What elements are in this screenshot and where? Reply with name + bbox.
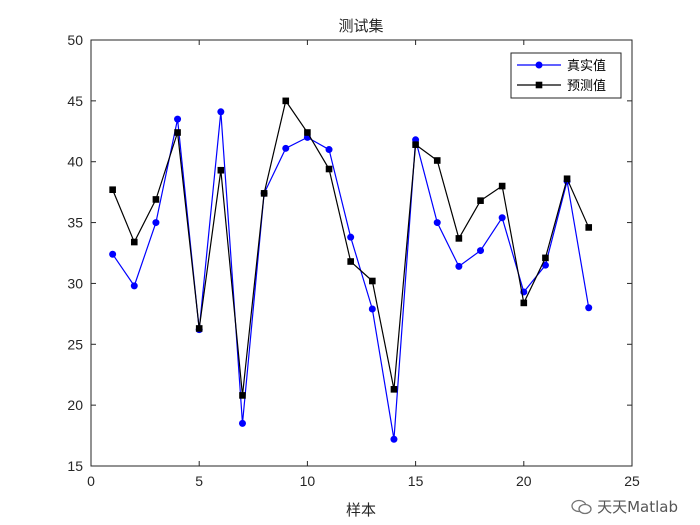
data-point	[217, 166, 225, 174]
x-tick-label: 15	[408, 473, 424, 489]
data-point	[282, 97, 290, 105]
data-point	[239, 392, 246, 399]
data-point	[217, 108, 225, 116]
data-point	[260, 190, 268, 197]
data-point	[455, 235, 463, 242]
data-point	[585, 304, 593, 312]
data-point	[109, 250, 117, 258]
data-point	[369, 277, 376, 285]
axes-box	[90, 39, 633, 467]
x-tick-label: 25	[624, 473, 640, 489]
data-point	[563, 175, 571, 183]
data-point	[347, 258, 354, 265]
x-axis-label: 样本	[346, 501, 376, 519]
data-point	[368, 305, 376, 313]
series-2	[109, 97, 593, 399]
data-point	[130, 282, 138, 290]
x-tick-label: 10	[300, 473, 316, 489]
data-point	[347, 233, 355, 241]
data-point	[433, 157, 441, 164]
legend-marker	[535, 61, 543, 69]
data-point	[325, 146, 333, 154]
y-tick-label: 35	[67, 215, 83, 231]
data-point	[152, 196, 160, 203]
data-point	[477, 247, 485, 255]
data-point	[585, 224, 593, 231]
axes: 0 5 10 15 20 25 15 20 25 30 35 40 45 50	[67, 32, 640, 489]
data-point	[498, 182, 506, 190]
x-tick-label: 20	[516, 473, 532, 489]
data-point	[304, 129, 311, 136]
y-tick-label: 20	[67, 397, 83, 413]
watermark-text: 天天Matlab	[597, 498, 678, 516]
y-tick-label: 25	[67, 336, 83, 352]
data-point	[390, 435, 398, 443]
legend-marker	[535, 81, 543, 89]
x-tick-label: 0	[87, 473, 95, 489]
wechat-icon	[571, 499, 593, 515]
watermark: 天天Matlab	[571, 496, 678, 517]
y-tick-label: 50	[67, 32, 83, 48]
legend-label: 真实值	[567, 58, 606, 74]
x-tick-label: 5	[195, 473, 203, 489]
data-point	[541, 261, 549, 269]
data-point	[174, 129, 181, 136]
data-point	[195, 325, 203, 332]
data-point	[130, 238, 138, 246]
data-point	[412, 141, 419, 148]
data-point	[152, 219, 160, 227]
legend-box	[510, 52, 622, 99]
data-point	[109, 186, 116, 194]
y-tick-label: 40	[67, 154, 83, 170]
chart-title: 测试集	[338, 17, 383, 35]
y-tick-label: 30	[67, 275, 83, 291]
data-point	[282, 144, 290, 152]
data-point	[455, 262, 463, 270]
data-point	[542, 254, 549, 262]
data-point	[325, 165, 333, 173]
data-point	[477, 197, 484, 204]
y-tick-label: 15	[67, 458, 83, 474]
data-point	[238, 419, 246, 427]
data-point	[174, 115, 182, 123]
data-point	[390, 386, 398, 393]
data-point	[433, 219, 441, 227]
y-tick-label: 45	[67, 93, 83, 109]
plot-area	[109, 97, 593, 443]
data-point	[498, 214, 506, 222]
legend-label: 预测值	[567, 78, 606, 94]
data-point	[520, 299, 528, 307]
